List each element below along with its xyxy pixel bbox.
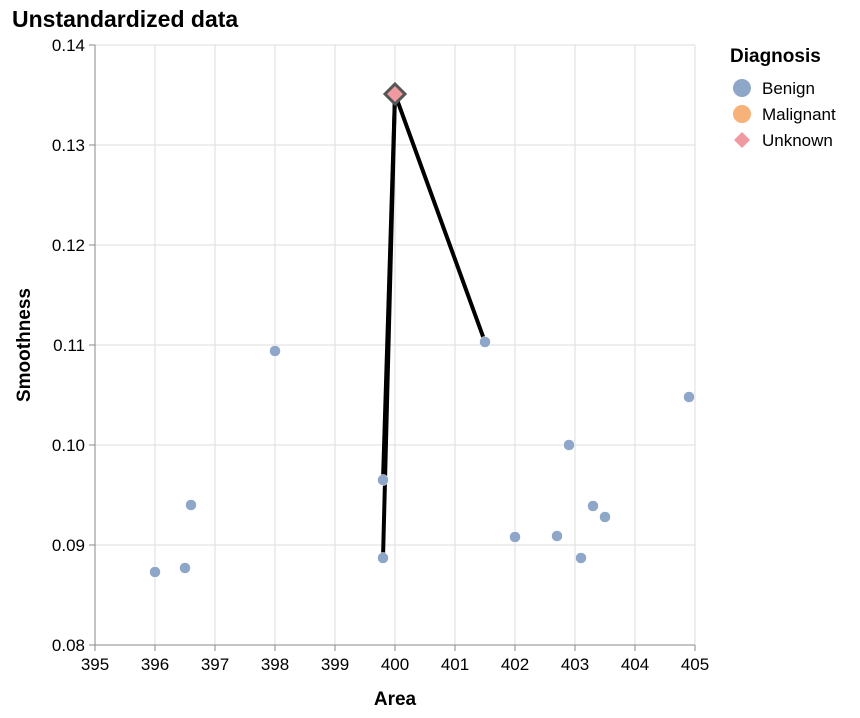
y-tick-label: 0.10 [52,436,85,455]
benign-point [563,439,575,451]
unknown-point [382,81,408,107]
x-tick-label: 405 [681,655,709,674]
benign-point [509,531,521,543]
benign-point [269,345,281,357]
legend: Diagnosis Benign Malignant Unknown [730,46,836,150]
x-tick-label: 399 [321,655,349,674]
x-tick-label: 403 [561,655,589,674]
y-tick-label: 0.13 [52,136,85,155]
legend-symbol-unknown [734,132,750,148]
benign-point [179,562,191,574]
y-tick-label: 0.11 [53,336,85,355]
benign-point [587,500,599,512]
y-tick-label: 0.08 [52,636,85,655]
legend-label-benign: Benign [762,79,815,98]
x-tick-label: 404 [621,655,649,674]
benign-point [575,552,587,564]
x-tick-label: 401 [441,655,469,674]
y-tick-label: 0.12 [52,236,85,255]
x-tick-label: 396 [141,655,169,674]
benign-point [185,499,197,511]
data-points [149,81,695,578]
y-tick-label: 0.09 [52,536,85,555]
legend-label-malignant: Malignant [762,105,836,124]
grid-lines [94,44,696,646]
x-tick-label: 395 [81,655,109,674]
neighbor-line [381,92,397,560]
benign-point [149,566,161,578]
y-tick-label: 0.14 [52,36,85,55]
benign-point [683,391,695,403]
benign-point [377,552,389,564]
x-tick-label: 400 [381,655,409,674]
x-tick-label: 397 [201,655,229,674]
x-axis-title: Area [374,689,417,710]
y-axis-title: Smoothness [14,288,35,402]
legend-label-unknown: Unknown [762,131,833,150]
legend-title: Diagnosis [730,46,821,67]
benign-point [551,530,563,542]
benign-point [479,336,491,348]
legend-symbol-malignant [733,105,751,123]
benign-point [599,511,611,523]
x-tick-label: 398 [261,655,289,674]
neighbor-line [393,92,487,344]
benign-point [377,474,389,486]
legend-symbol-benign [733,79,751,97]
axes: 395 396 397 398 399 400 401 402 403 404 405 0.08 0.0… [52,36,709,674]
neighbor-lines [381,92,487,560]
chart-title: Unstandardized data [12,6,239,32]
x-tick-label: 402 [501,655,529,674]
